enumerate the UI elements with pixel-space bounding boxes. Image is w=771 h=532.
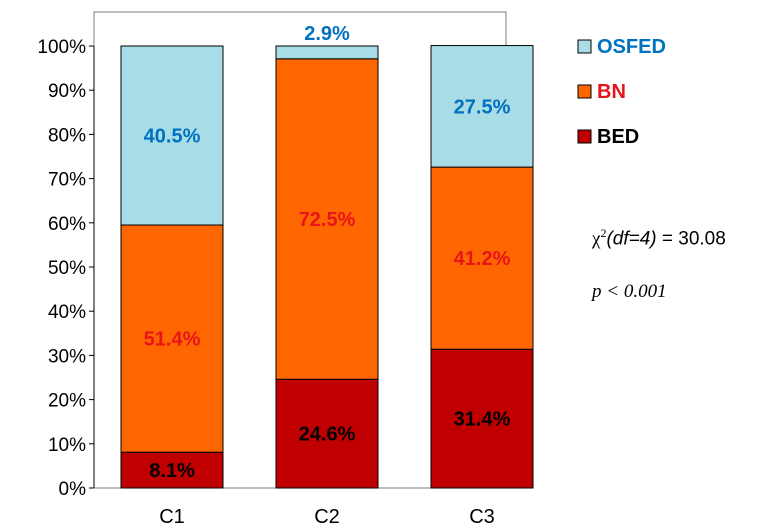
bar-segment-osfed-c2 bbox=[276, 46, 378, 59]
y-tick-label: 90% bbox=[48, 81, 86, 102]
y-tick-label: 20% bbox=[48, 391, 86, 412]
y-tick-label: 70% bbox=[48, 170, 86, 191]
legend-label-bed: BED bbox=[597, 126, 639, 148]
data-label-bed-c2: 24.6% bbox=[299, 424, 356, 446]
data-label-bn-c1: 51.4% bbox=[144, 329, 201, 351]
y-tick-label: 60% bbox=[48, 214, 86, 235]
chi-value: = 30.08 bbox=[657, 228, 726, 249]
legend-label-bn: BN bbox=[597, 81, 626, 103]
data-label-osfed-c2: 2.9% bbox=[304, 23, 350, 45]
data-label-osfed-c3: 27.5% bbox=[454, 96, 511, 118]
y-tick-label: 30% bbox=[48, 346, 86, 367]
y-tick-label: 0% bbox=[59, 479, 87, 500]
x-category-label: C3 bbox=[469, 506, 495, 528]
data-label-bn-c3: 41.2% bbox=[454, 248, 511, 270]
data-label-bed-c3: 31.4% bbox=[454, 409, 511, 431]
y-tick-label: 100% bbox=[37, 37, 86, 58]
y-tick-label: 80% bbox=[48, 125, 86, 146]
data-label-bn-c2: 72.5% bbox=[299, 209, 356, 231]
chi-df: (df=4) bbox=[606, 228, 656, 249]
p-value: p < 0.001 bbox=[592, 281, 667, 303]
legend-label-osfed: OSFED bbox=[597, 36, 666, 58]
y-tick-label: 40% bbox=[48, 302, 86, 323]
data-label-osfed-c1: 40.5% bbox=[144, 126, 201, 148]
legend-swatch-bed bbox=[578, 130, 591, 143]
x-category-label: C2 bbox=[314, 506, 340, 528]
y-tick-label: 10% bbox=[48, 435, 86, 456]
data-label-bed-c1: 8.1% bbox=[149, 460, 195, 482]
legend-swatch-osfed bbox=[578, 40, 591, 53]
y-tick-label: 50% bbox=[48, 258, 86, 279]
x-category-label: C1 bbox=[159, 506, 185, 528]
legend-swatch-bn bbox=[578, 85, 591, 98]
chi-square-statistic: χ2(df=4) = 30.08 bbox=[592, 226, 726, 250]
